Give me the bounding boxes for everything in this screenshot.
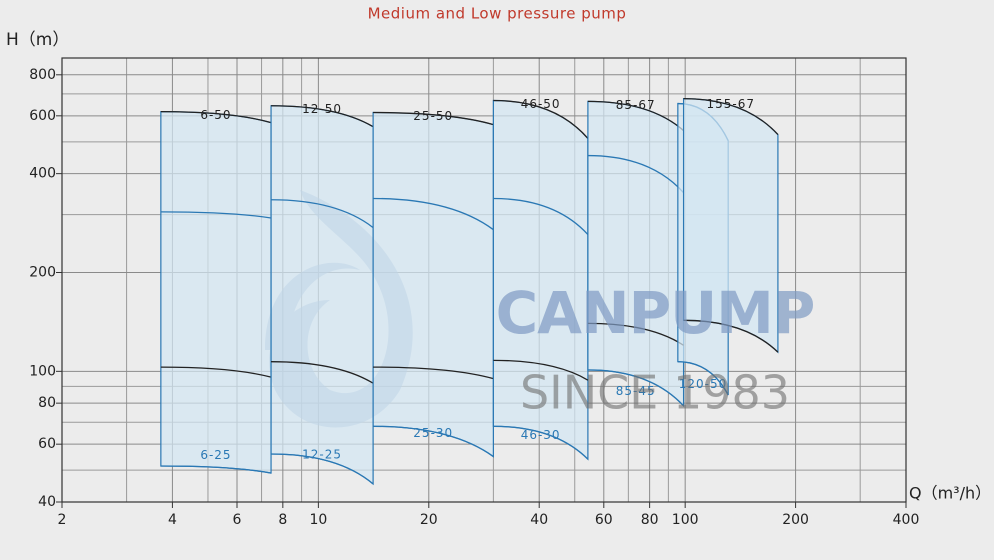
watermark-text: CANPUMP: [496, 279, 815, 347]
performance-curve: [160, 465, 272, 474]
performance-curve: [493, 425, 589, 460]
x-tick-label: 400: [893, 512, 920, 528]
y-tick-label: 40: [38, 494, 56, 510]
pump-label: 85-67: [616, 98, 656, 112]
watermark-text: CANPUMP SINCE 1983: [496, 279, 816, 420]
performance-curve: [271, 361, 374, 384]
y-tick-label: 600: [29, 108, 56, 124]
pump-label: 12-50: [302, 102, 342, 116]
pump-label: 46-50: [521, 97, 561, 111]
x-tick-label: 4: [168, 512, 177, 528]
performance-curve: [373, 197, 494, 231]
performance-curve: [373, 111, 494, 126]
y-tick-label: 100: [29, 363, 56, 379]
pump-label: 25-50: [413, 109, 453, 123]
x-tick-label: 6: [233, 512, 242, 528]
pump-label: 12-25: [302, 447, 342, 461]
x-axis-label: Q（m³/h）: [909, 484, 991, 503]
performance-curve: [587, 100, 684, 132]
y-axis-label: H（m）: [6, 30, 69, 50]
frame: [61, 57, 907, 503]
performance-curve: [683, 97, 779, 136]
y-tick-label: 60: [38, 436, 56, 452]
plot-frame: [61, 57, 907, 503]
performance-curve: [493, 99, 589, 139]
pump-region: [372, 111, 494, 458]
x-tick-label: 10: [309, 512, 327, 528]
x-tick-label: 80: [641, 512, 659, 528]
x-tick-label: 60: [595, 512, 613, 528]
performance-curve: [587, 322, 684, 346]
y-tick-label: 800: [29, 67, 56, 83]
regions: 6-50 6-25 12-50 12-25 25-50 25-30 46-50 46-30 85…: [160, 97, 779, 486]
pump-label: 6-50: [200, 108, 231, 122]
performance-curve: [373, 425, 494, 458]
pump-region: [270, 105, 374, 486]
performance-curve: [587, 154, 685, 194]
pump-label: 25-30: [413, 426, 453, 440]
x-tick-label: 2: [58, 512, 67, 528]
y-tick-label: 80: [38, 395, 56, 411]
performance-curve: [683, 319, 779, 353]
performance-curve: [271, 199, 374, 229]
performance-curve: [493, 197, 589, 235]
performance-curve: [373, 366, 494, 380]
watermark-text: SINCE 1983: [520, 366, 790, 420]
performance-curve: [271, 105, 374, 128]
x-tick-label: 200: [782, 512, 809, 528]
y-tick-label: 200: [29, 264, 56, 280]
performance-curve: [677, 361, 729, 396]
pump-region: [587, 100, 685, 408]
x-tick-label: 8: [278, 512, 287, 528]
performance-curve: [160, 211, 272, 219]
pump-label: 155-67: [706, 97, 755, 111]
performance-curve: [160, 366, 272, 378]
pump-label: 120-50: [679, 377, 728, 391]
performance-curve: [160, 110, 272, 124]
x-tick-label: 20: [420, 512, 438, 528]
performance-curve: [271, 453, 374, 485]
pump-region: [160, 111, 272, 474]
x-tick-label: 100: [672, 512, 699, 528]
chart-title: Medium and Low pressure pump: [368, 5, 627, 23]
pump-label: 6-25: [200, 448, 231, 462]
y-tick-label: 400: [29, 166, 56, 182]
x-tick-label: 40: [530, 512, 548, 528]
performance-curve: [493, 359, 589, 381]
pump-label: 85-45: [616, 384, 656, 398]
pump-label: 46-30: [521, 428, 561, 442]
performance-curve: [587, 369, 685, 407]
